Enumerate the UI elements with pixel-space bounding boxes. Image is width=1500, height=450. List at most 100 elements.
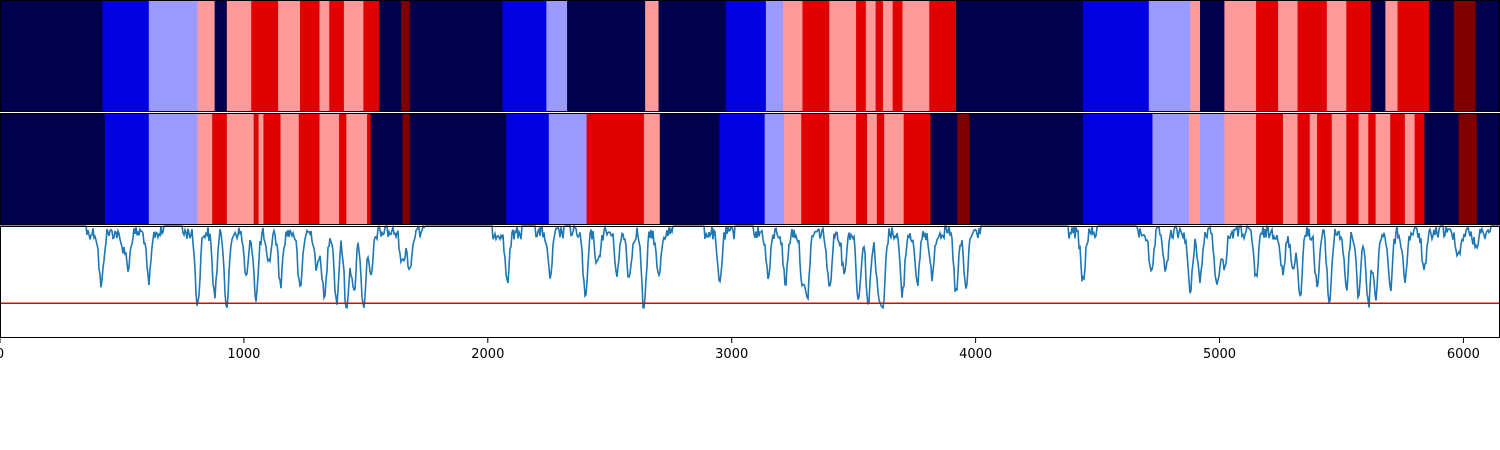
segment: [1424, 113, 1459, 225]
segment: [867, 113, 878, 225]
segment: [784, 113, 802, 225]
segment: [567, 0, 646, 112]
segment: [1256, 0, 1279, 112]
segment: [725, 0, 767, 112]
segment: [719, 113, 766, 225]
segment: [226, 113, 255, 225]
segment: [829, 0, 857, 112]
segment: [764, 113, 785, 225]
segment: [212, 113, 228, 225]
segment: [1458, 113, 1478, 225]
segment: [0, 0, 103, 112]
segment: [929, 0, 957, 112]
segment: [1475, 0, 1500, 112]
segment: [506, 113, 550, 225]
segment: [367, 113, 372, 225]
segment: [1152, 113, 1190, 225]
segment: [1370, 0, 1381, 112]
segment: [903, 113, 931, 225]
segment: [856, 0, 867, 112]
segment: [1375, 113, 1391, 225]
x-tick-label: 5000: [1203, 347, 1236, 362]
segment: [226, 0, 252, 112]
segment: [1476, 113, 1500, 225]
segment: [1326, 0, 1347, 112]
segment: [1346, 113, 1359, 225]
segment: [1082, 0, 1150, 112]
segment: [1148, 0, 1191, 112]
segment: [197, 113, 213, 225]
signal-panel: [0, 223, 1500, 338]
segment: [1224, 113, 1257, 225]
segment: [1346, 0, 1372, 112]
segmentation-track-2: [0, 113, 1500, 225]
segment: [1380, 0, 1386, 112]
segment: [967, 0, 1084, 112]
segment: [1429, 0, 1455, 112]
segment: [214, 0, 228, 112]
segment: [1397, 0, 1430, 112]
segment: [1224, 0, 1257, 112]
segment: [884, 113, 905, 225]
segment: [865, 0, 877, 112]
segment: [1256, 113, 1284, 225]
segment: [930, 113, 958, 225]
segment: [956, 0, 968, 112]
segment: [802, 0, 830, 112]
segment: [251, 0, 279, 112]
segment: [300, 0, 320, 112]
segment: [402, 113, 411, 225]
segment: [1390, 113, 1406, 225]
x-tick-label: 2000: [471, 347, 504, 362]
segment: [882, 0, 894, 112]
segment: [875, 0, 884, 112]
segment: [892, 0, 903, 112]
segment: [1414, 113, 1425, 225]
segment: [346, 113, 368, 225]
segment: [280, 113, 300, 225]
segment: [409, 113, 507, 225]
segment: [148, 113, 198, 225]
segment: [1282, 113, 1298, 225]
segment: [329, 0, 345, 112]
segment: [1189, 113, 1201, 225]
segment: [319, 0, 330, 112]
segment: [319, 113, 340, 225]
segment: [957, 113, 970, 225]
x-tick-label: 4000: [959, 347, 992, 362]
segment: [363, 0, 380, 112]
segment: [502, 0, 547, 112]
segment: [339, 113, 347, 225]
x-axis: 0 1000 2000 3000 4000 5000 6000: [0, 338, 1480, 362]
segment: [645, 0, 659, 112]
segment: [1368, 113, 1377, 225]
segment: [1404, 113, 1416, 225]
segment: [586, 113, 645, 225]
segment: [197, 0, 216, 112]
segment: [643, 113, 661, 225]
segment: [902, 0, 930, 112]
segment: [659, 113, 720, 225]
segment: [409, 0, 503, 112]
segment: [782, 0, 803, 112]
segment: [969, 113, 1084, 225]
segment: [379, 0, 402, 112]
segment: [253, 113, 259, 225]
segment: [298, 113, 320, 225]
segment: [658, 0, 727, 112]
segment: [548, 113, 587, 225]
segment: [1297, 0, 1328, 112]
x-tick-label: 6000: [1447, 347, 1480, 362]
segment: [1082, 113, 1153, 225]
segment: [104, 113, 150, 225]
segment: [258, 113, 264, 225]
segment: [278, 0, 301, 112]
segment: [801, 113, 830, 225]
segment: [829, 113, 857, 225]
segment: [401, 0, 411, 112]
segment: [1317, 113, 1333, 225]
segment: [1453, 0, 1477, 112]
segment: [765, 0, 784, 112]
segment: [856, 113, 868, 225]
